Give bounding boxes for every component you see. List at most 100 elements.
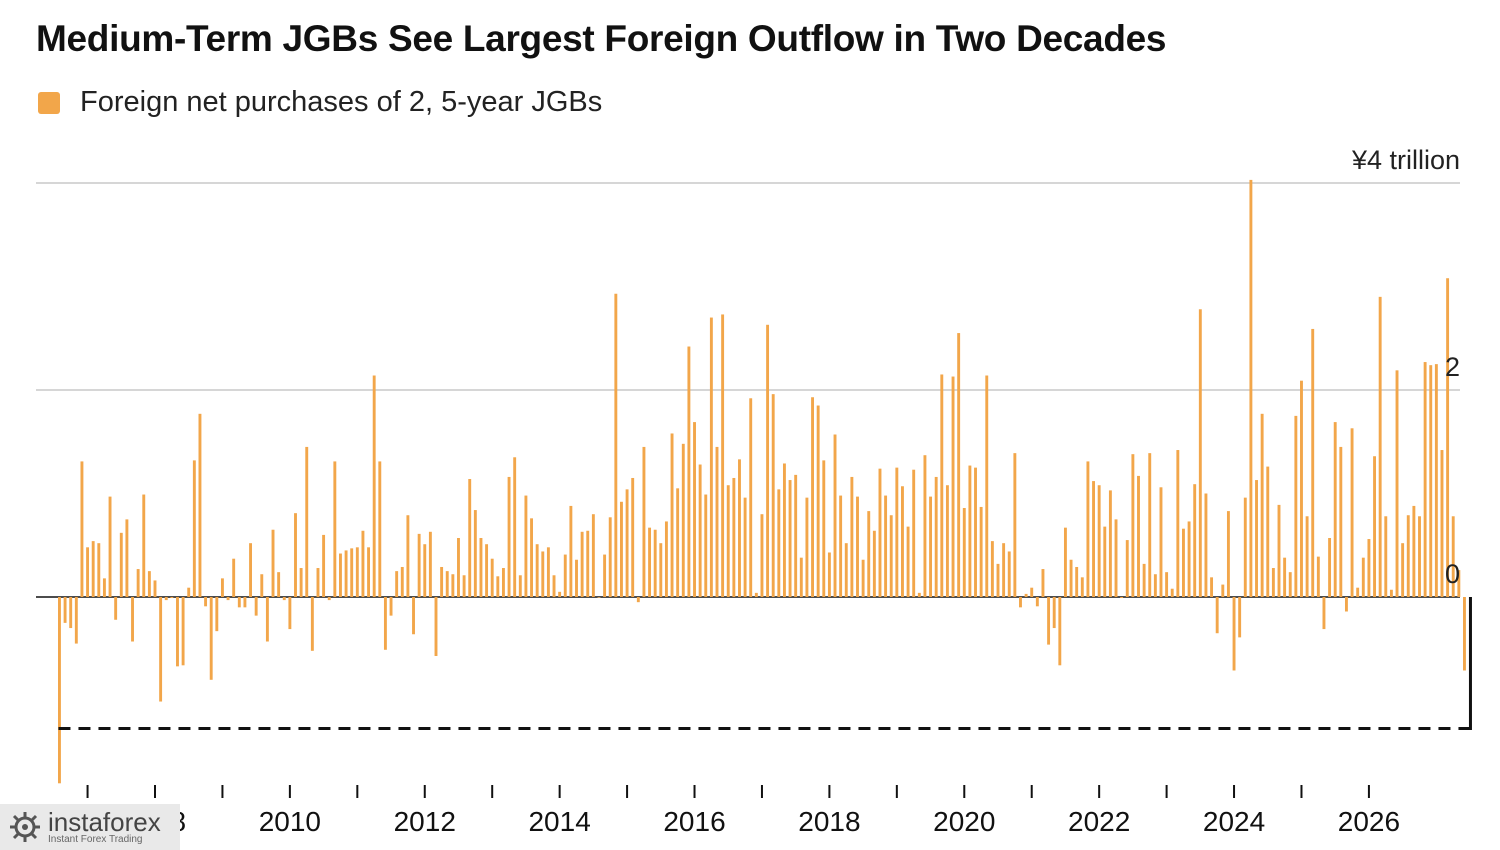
watermark-tagline: Instant Forex Trading [48, 833, 143, 845]
bar [1204, 493, 1208, 597]
bar [1182, 528, 1185, 597]
bar [586, 530, 590, 597]
bar [164, 597, 168, 601]
bar [1288, 572, 1292, 597]
bar [1311, 328, 1315, 597]
bar [1316, 556, 1320, 597]
legend-swatch [38, 91, 60, 114]
bar [822, 460, 826, 597]
bar [580, 531, 584, 597]
bar [1030, 587, 1034, 597]
bar [1041, 569, 1045, 597]
bar [816, 405, 820, 597]
bar [1080, 577, 1084, 597]
bar [546, 547, 550, 597]
bar [541, 551, 545, 597]
bar [1035, 597, 1039, 607]
bar [417, 533, 421, 597]
bar [704, 494, 708, 597]
bar [1356, 587, 1360, 597]
bar [232, 558, 236, 597]
bar [1013, 453, 1017, 597]
bar [1007, 551, 1011, 597]
bar [732, 477, 736, 597]
bar [614, 293, 618, 597]
bar [389, 597, 393, 616]
bar [563, 554, 567, 597]
bar [423, 544, 427, 597]
bar [794, 474, 798, 597]
bar [884, 495, 888, 597]
bar [743, 497, 747, 597]
bar [249, 543, 252, 597]
bar [990, 541, 994, 597]
bar [361, 530, 365, 597]
bar [192, 460, 196, 597]
bar [850, 476, 854, 597]
bar [237, 597, 241, 608]
bar [1451, 516, 1455, 597]
bar [125, 519, 129, 597]
bar [187, 587, 191, 597]
bar [603, 554, 607, 597]
bar [1255, 480, 1258, 597]
x-tick-label: 2012 [394, 806, 456, 837]
bar [114, 597, 118, 620]
bar [142, 494, 146, 597]
bar [1142, 563, 1146, 597]
bar [254, 597, 258, 616]
bar [934, 476, 938, 597]
bar [951, 376, 955, 597]
bar [198, 413, 202, 597]
bar [597, 597, 601, 598]
legend: Foreign net purchases of 2, 5-year JGBs [38, 86, 602, 119]
bar [136, 569, 140, 597]
bar [681, 443, 685, 597]
bar [282, 597, 286, 601]
bar [406, 515, 410, 597]
bar [1086, 461, 1090, 597]
bar [653, 529, 657, 597]
bar [1125, 540, 1129, 597]
bar [496, 576, 500, 597]
bar [243, 597, 247, 608]
bar [1423, 362, 1427, 597]
bar [957, 333, 961, 597]
bar [524, 495, 528, 597]
bar [1198, 309, 1202, 597]
bar [749, 398, 753, 597]
bar [176, 597, 179, 667]
bar [1131, 454, 1135, 597]
y-axis-labels: ¥4 trillion 2 0 [1351, 145, 1460, 589]
bar [1002, 543, 1006, 597]
bar [299, 568, 303, 597]
bar [316, 568, 320, 597]
bar [1395, 370, 1399, 597]
bar [827, 552, 831, 597]
bar [799, 557, 803, 597]
watermark: instaforex Instant Forex Trading [0, 804, 180, 850]
bar [1446, 278, 1450, 597]
bar [1170, 588, 1174, 597]
bar [1165, 572, 1169, 597]
bars [58, 179, 1466, 784]
bar [889, 515, 893, 597]
bar [457, 538, 460, 597]
bar [856, 496, 859, 597]
bar [1226, 511, 1230, 597]
bar [271, 529, 275, 597]
bar [395, 571, 399, 597]
bar [1406, 515, 1410, 597]
bar [912, 469, 916, 597]
bar [518, 575, 522, 597]
bar [147, 571, 151, 597]
bar [760, 514, 764, 597]
bar [485, 544, 489, 597]
bar [693, 422, 696, 597]
bar [1176, 450, 1180, 597]
bar [170, 597, 174, 599]
bar [1294, 415, 1298, 597]
bar [670, 433, 674, 597]
bar [1350, 428, 1354, 597]
